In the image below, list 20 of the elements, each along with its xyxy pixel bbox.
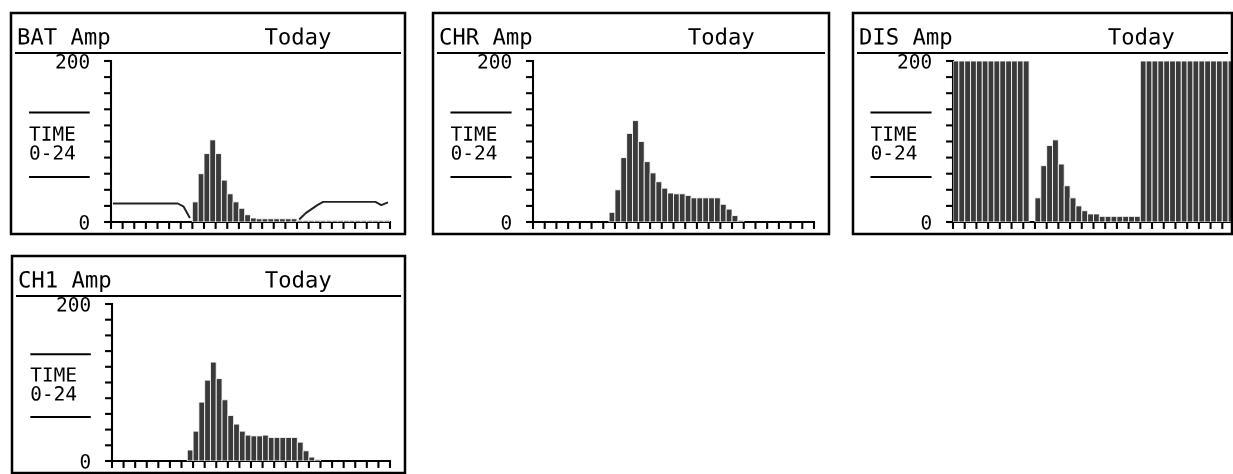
chart-title: CHR Amp	[440, 27, 532, 49]
x-axis-title: TIME 0-24	[871, 126, 917, 160]
chart-title: CH1 Amp	[19, 270, 111, 292]
chart-subtitle: Today	[1108, 27, 1174, 49]
y-tick-label: 200	[898, 54, 931, 69]
y-tick-label: 0	[80, 454, 90, 469]
x-axis-title: TIME 0-24	[30, 367, 77, 401]
y-tick-label: 0	[79, 215, 89, 230]
y-tick-label: 200	[57, 297, 90, 312]
x-axis-title: TIME 0-24	[29, 126, 75, 160]
chart-title: BAT Amp	[18, 28, 110, 49]
x-axis-title: TIME 0-24	[451, 126, 497, 160]
y-tick-label: 0	[501, 215, 511, 230]
chart-title: DIS Amp	[860, 27, 952, 49]
chart-subtitle: Today	[265, 270, 331, 292]
y-tick-label: 0	[921, 215, 931, 230]
y-tick-label: 200	[478, 54, 511, 69]
chart-subtitle: Today	[688, 27, 754, 49]
y-tick-label: 200	[56, 54, 89, 69]
chart-subtitle: Today	[264, 27, 331, 49]
